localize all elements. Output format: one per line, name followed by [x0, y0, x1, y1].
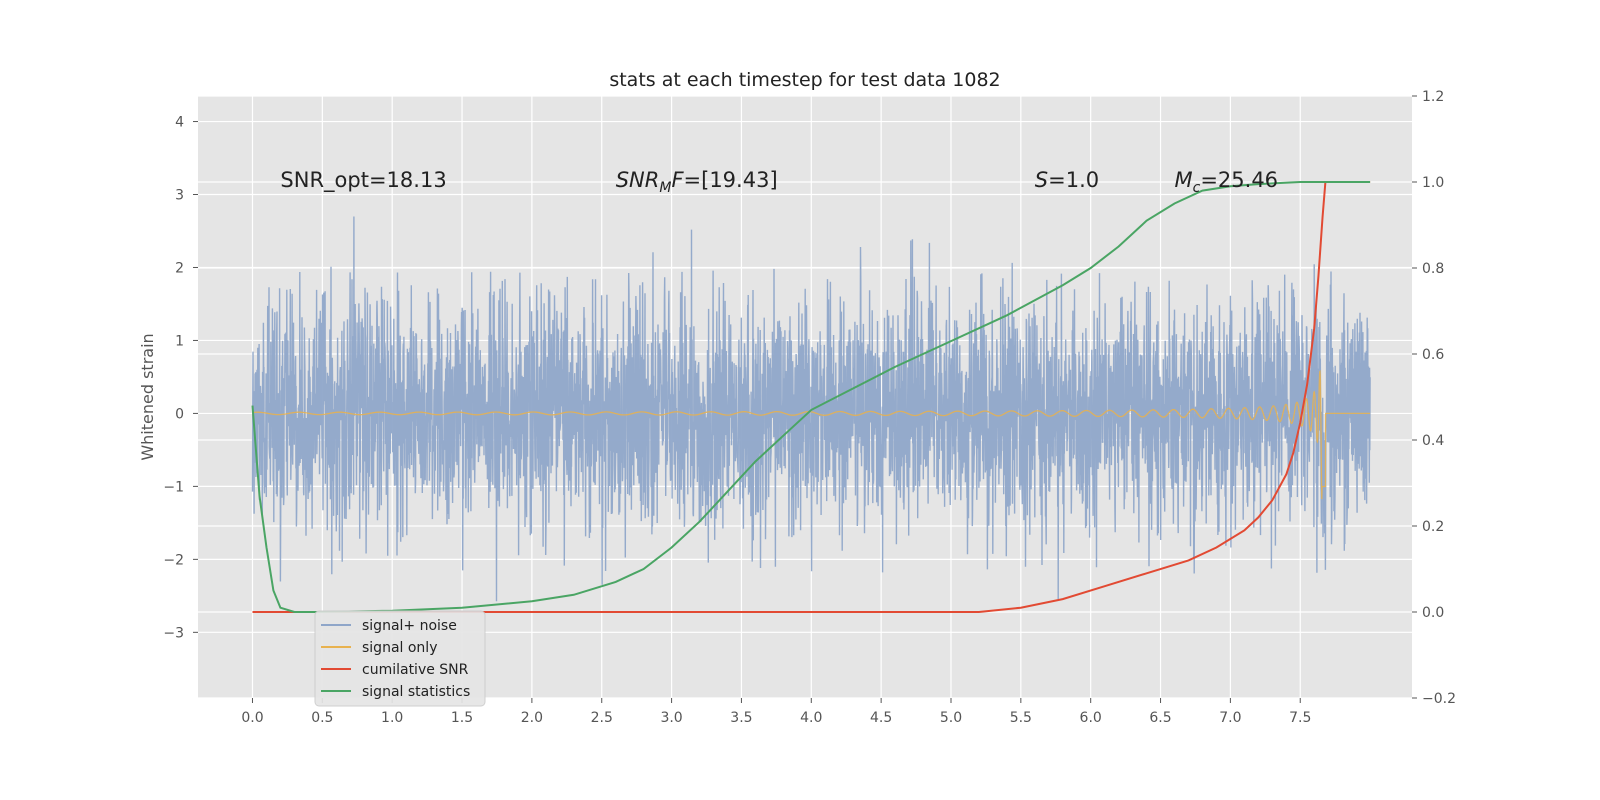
legend-label: cumilative SNR	[362, 662, 469, 678]
y-tick-label: 3	[175, 188, 184, 204]
signal-noise-series	[251, 216, 1371, 602]
signal-only-line	[252, 369, 1371, 500]
x-tick-label: 4.0	[800, 710, 822, 726]
y-tick-label: −2	[163, 552, 184, 568]
legend-label: signal only	[362, 640, 437, 656]
x-tick-label: 5.0	[940, 710, 962, 726]
x-tick-label: 1.5	[451, 710, 473, 726]
annotations: SNR_opt=18.13 SNRMF=[19.43] S=1.0 Mc=25.46	[280, 168, 1278, 196]
x-tick-label: 6.5	[1149, 710, 1171, 726]
x-tick-label: 7.5	[1289, 710, 1311, 726]
y2-tick-label: 1.0	[1422, 175, 1444, 191]
y2-tick-label: 1.2	[1422, 89, 1444, 105]
signal-statistics-line	[251, 181, 1371, 613]
signal-noise-line	[251, 216, 1371, 602]
y2-tick-label: 0.2	[1422, 519, 1444, 535]
x-tick-label: 2.0	[521, 710, 543, 726]
cumulative-snr-line	[252, 181, 1371, 613]
annotation-text: SNR_opt=18.13	[280, 168, 446, 193]
y2-tick-label: 0.8	[1422, 261, 1444, 277]
x-tick-label: 3.5	[730, 710, 752, 726]
x-tick-label: 4.5	[870, 710, 892, 726]
axis-ticks: 0.0 0.5 1.0 1.5 2.0 2.5 3.0 3.5 4.0 4.5 5.0 5.5 6.0 6…	[163, 89, 1456, 726]
annotation-text: S=1.0	[1035, 168, 1099, 192]
legend-box	[314, 610, 486, 707]
x-tick-label: 6.0	[1080, 710, 1102, 726]
x-tick-label: 2.5	[591, 710, 613, 726]
legend-label: signal+ noise	[362, 618, 457, 634]
chart-title: stats at each timestep for test data 108…	[609, 69, 1000, 91]
signal-only-series	[252, 369, 1371, 500]
y2-tick-label: −0.2	[1422, 691, 1456, 707]
y2-tick-label: 0.6	[1422, 347, 1444, 363]
y-axis-label: Whitened strain	[138, 333, 157, 460]
legend: signal+ noise signal only cumilative SNR si…	[314, 610, 486, 707]
legend-label: signal statistics	[362, 684, 470, 700]
y-tick-label: 0	[175, 406, 184, 422]
x-tick-label: 0.0	[241, 710, 263, 726]
y-tick-label: 4	[175, 115, 184, 131]
y-tick-label: −1	[163, 479, 184, 495]
y-tick-label: −3	[163, 625, 184, 641]
x-tick-label: 7.0	[1219, 710, 1241, 726]
x-tick-label: 1.0	[381, 710, 403, 726]
y-tick-label: 1	[175, 333, 184, 349]
annotation-text: SNRMF=[19.43]	[616, 168, 778, 196]
y-tick-label: 2	[175, 260, 184, 276]
annotation-text: Mc=25.46	[1175, 168, 1279, 196]
x-tick-label: 5.5	[1010, 710, 1032, 726]
y2-tick-label: 0.4	[1422, 433, 1444, 449]
y2-tick-label: 0.0	[1422, 605, 1444, 621]
right-axis-series	[251, 181, 1371, 613]
x-tick-label: 0.5	[311, 710, 333, 726]
x-tick-label: 3.0	[660, 710, 682, 726]
